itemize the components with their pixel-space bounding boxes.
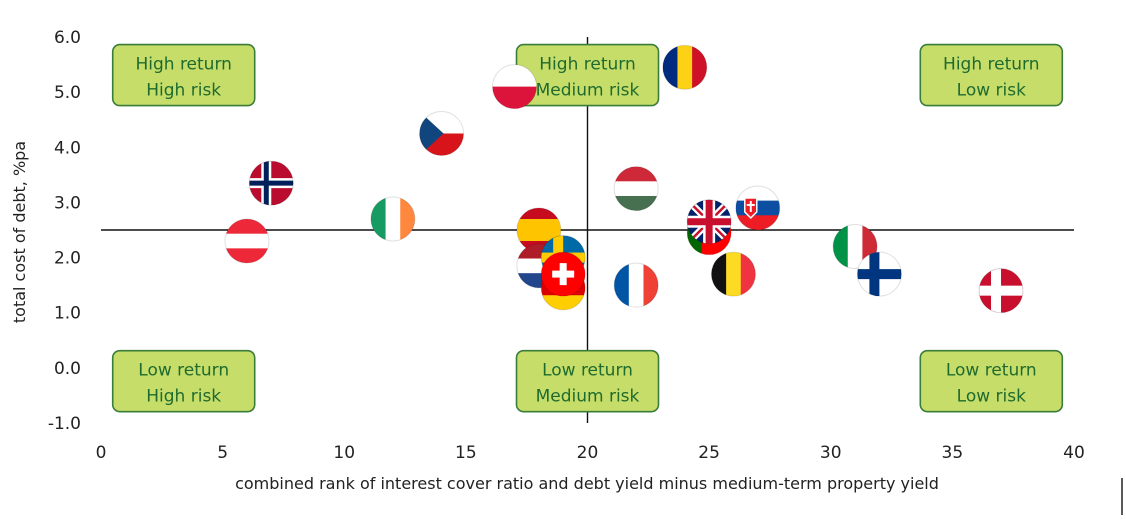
y-tick-label: 1.0 [54, 304, 81, 324]
quadrant-label: Low return High risk [111, 349, 256, 413]
quadrant-label: High return High risk [111, 43, 256, 107]
quadrant-label-box [919, 349, 1064, 413]
uk-flag [686, 199, 732, 245]
y-tick-label: 3.0 [54, 193, 81, 213]
quadrant-label-line2: High risk [146, 81, 221, 101]
austria-flag [224, 218, 270, 264]
y-tick-label: -1.0 [48, 414, 81, 434]
x-tick-label: 5 [217, 443, 228, 463]
quadrant-label-box [111, 43, 256, 107]
quadrant-label: High return Low risk [919, 43, 1064, 107]
x-tick-label: 15 [455, 443, 477, 463]
y-tick-label: 0.0 [54, 359, 81, 379]
x-tick-label: 25 [698, 443, 720, 463]
quadrant-label: Low return Medium risk [515, 349, 660, 413]
czech-flag [419, 111, 465, 156]
hungary-flag [613, 166, 659, 212]
quadrant-label-line1: Low return [946, 361, 1037, 381]
quadrant-label-box [515, 349, 660, 413]
x-tick-label: 0 [96, 443, 107, 463]
y-tick-label: 5.0 [54, 83, 81, 103]
finland-flag [856, 251, 902, 297]
quadrant-label-line2: Medium risk [536, 387, 640, 407]
quadrant-label-line1: High return [943, 55, 1039, 75]
switzerland-flag [540, 251, 586, 297]
quadrant-label-line1: High return [539, 55, 635, 75]
x-axis-label: combined rank of interest cover ratio an… [235, 474, 939, 493]
x-tick-label: 20 [577, 443, 599, 463]
quadrant-label-line2: Low risk [957, 81, 1026, 101]
quadrant-label-box [919, 43, 1064, 107]
denmark-flag [978, 268, 1024, 314]
quadrant-label-line1: High return [135, 55, 231, 75]
quadrant-label-line2: Low risk [957, 387, 1026, 407]
y-tick-label: 2.0 [54, 249, 81, 269]
x-tick-label: 30 [820, 443, 842, 463]
y-axis-label: total cost of debt, %pa [10, 141, 29, 323]
x-tick-label: 40 [1063, 443, 1085, 463]
ireland-flag [370, 196, 416, 242]
quadrant-label-line1: Low return [542, 361, 633, 381]
x-tick-label: 10 [333, 443, 355, 463]
quadrant-label: High return Medium risk [515, 43, 660, 107]
quadrant-label-line1: Low return [138, 361, 229, 381]
france-flag [613, 262, 659, 308]
quadrant-label: Low return Low risk [919, 349, 1064, 413]
y-tick-label: 4.0 [54, 138, 81, 158]
romania-flag [662, 44, 708, 90]
quadrant-label-line2: High risk [146, 387, 221, 407]
slovakia-flag [735, 185, 781, 231]
y-tick-label: 6.0 [54, 28, 81, 48]
quadrant-label-box [111, 349, 256, 413]
belgium-flag [710, 251, 756, 297]
x-tick-label: 35 [942, 443, 964, 463]
quadrant-label-line2: Medium risk [536, 81, 640, 101]
norway-flag [248, 160, 294, 206]
poland-flag [492, 64, 538, 110]
